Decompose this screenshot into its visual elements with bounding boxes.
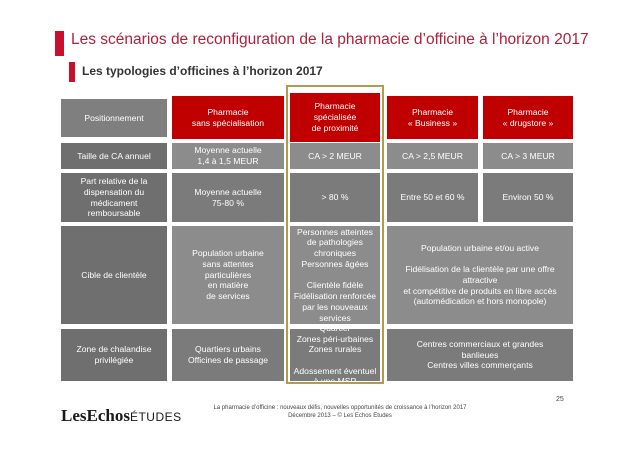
cell-zone-proximite: Quartier Zones péri-urbaines Zones rural…	[290, 323, 380, 386]
cell-zone-business-drugstore: Centres commerciaux et grandes banlieues…	[387, 329, 573, 381]
cell-part-drugstore: Environ 50 %	[483, 173, 573, 222]
title-accent-bar	[55, 31, 64, 56]
logo-etudes-text: ÉTUDES	[129, 410, 182, 424]
logo-les-echos-text: LesEchos	[61, 406, 130, 425]
page-subtitle: Les typologies d’officines à l’horizon 2…	[82, 64, 323, 78]
header-pharmacie-proximite: Pharmacie spécialisée de proximité	[290, 93, 380, 142]
header-pharmacie-business: Pharmacie « Business »	[387, 96, 478, 139]
cell-part-proximite: > 80 %	[290, 173, 380, 222]
cell-cible-proximite: Personnes atteintes de pathologies chron…	[290, 226, 380, 324]
cell-cible-sans-specialisation: Population urbaine sans attentes particu…	[172, 226, 284, 324]
footer-note: La pharmacie d’officine : nouveaux défis…	[213, 405, 467, 420]
subtitle-accent-bar	[69, 62, 75, 82]
cell-zone-sans-specialisation: Quartiers urbains Officines de passage	[172, 329, 284, 381]
page-title: Les scénarios de reconfiguration de la p…	[71, 31, 589, 48]
cell-taille-proximite: CA > 2 MEUR	[290, 143, 380, 169]
row-label-zone-chalandise: Zone de chalandise privilégiée	[61, 329, 167, 381]
les-echos-etudes-logo: LesEchosÉTUDES	[61, 406, 182, 426]
cell-taille-drugstore: CA > 3 MEUR	[483, 143, 573, 169]
row-label-cible-clientele: Cible de clientèle	[61, 226, 167, 324]
header-pharmacie-drugstore: Pharmacie « drugstore »	[483, 96, 573, 139]
row-label-taille-ca: Taille de CA annuel	[61, 143, 167, 169]
cell-taille-business: CA > 2,5 MEUR	[387, 143, 478, 169]
header-pharmacie-sans-specialisation: Pharmacie sans spécialisation	[172, 96, 284, 139]
cell-part-sans-specialisation: Moyenne actuelle 75-80 %	[172, 173, 284, 222]
cell-cible-business-drugstore: Population urbaine et/ou active Fidélisa…	[387, 226, 573, 324]
page-number: 25	[556, 396, 564, 403]
header-positionnement: Positionnement	[61, 99, 167, 137]
cell-part-business: Entre 50 et 60 %	[387, 173, 478, 222]
row-label-part-relative: Part relative de la dispensation du médi…	[61, 173, 167, 222]
cell-taille-sans-specialisation: Moyenne actuelle 1,4 à 1,5 MEUR	[172, 143, 284, 169]
